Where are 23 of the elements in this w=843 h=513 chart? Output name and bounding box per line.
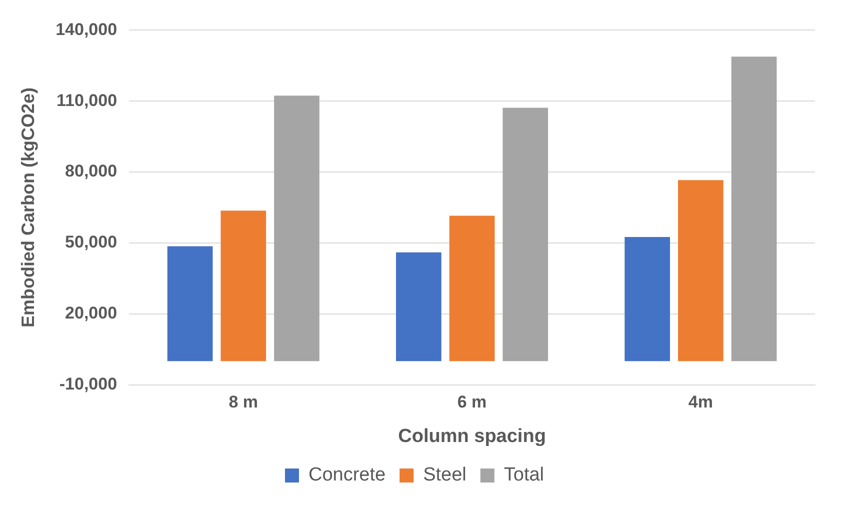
bar bbox=[220, 210, 266, 362]
bar bbox=[449, 216, 495, 362]
bar bbox=[167, 246, 213, 362]
legend-label: Concrete bbox=[308, 464, 386, 486]
y-tick-label: 80,000 bbox=[65, 162, 118, 181]
bar bbox=[396, 252, 442, 362]
x-tick-label: 6 m bbox=[457, 392, 487, 412]
y-tick-label: 110,000 bbox=[56, 90, 118, 110]
bar bbox=[624, 237, 670, 362]
legend-label: Steel bbox=[423, 464, 466, 486]
y-tick-label: 140,000 bbox=[56, 20, 118, 39]
legend-label: Total bbox=[504, 464, 544, 486]
x-tick-label: 4m bbox=[688, 392, 713, 412]
bar bbox=[502, 108, 548, 362]
y-tick-label: -10,000 bbox=[59, 374, 118, 394]
bar bbox=[678, 180, 724, 362]
y-tick-label: 50,000 bbox=[65, 232, 118, 252]
y-axis-title: Embodied Carbon (kgCO2e) bbox=[18, 87, 38, 328]
bar bbox=[274, 96, 320, 362]
x-axis-title: Column spacing bbox=[398, 426, 546, 447]
bar bbox=[731, 56, 777, 362]
x-tick-label: 8 m bbox=[228, 392, 258, 412]
y-tick-label: 20,000 bbox=[65, 304, 118, 323]
